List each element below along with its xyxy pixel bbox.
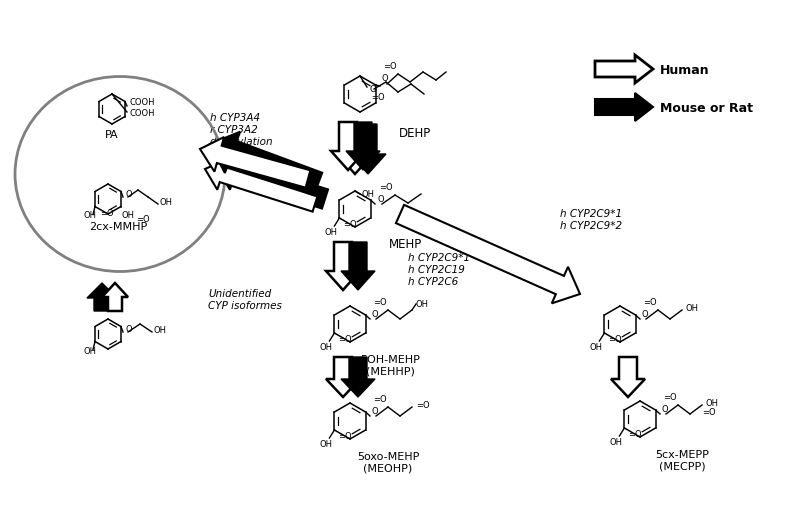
- Text: OH: OH: [416, 299, 429, 308]
- Text: O: O: [382, 74, 389, 83]
- Text: =O: =O: [343, 219, 357, 229]
- Text: =O: =O: [609, 334, 622, 344]
- Text: Mouse or Rat: Mouse or Rat: [660, 101, 753, 115]
- Text: OH: OH: [685, 303, 698, 313]
- Text: OH: OH: [610, 437, 623, 446]
- Text: =O: =O: [338, 431, 352, 440]
- Text: =O: =O: [373, 297, 387, 306]
- Polygon shape: [215, 152, 328, 209]
- Text: h CYP3A4
r CYP3A2
dealkylation: h CYP3A4 r CYP3A2 dealkylation: [210, 113, 273, 146]
- Text: =O: =O: [643, 297, 657, 306]
- Text: O: O: [371, 309, 378, 318]
- Text: DEHP: DEHP: [399, 127, 431, 140]
- Text: =O: =O: [379, 183, 393, 191]
- Text: COOH: COOH: [130, 109, 156, 118]
- Text: OH: OH: [361, 190, 374, 199]
- Text: OH: OH: [121, 211, 135, 219]
- Polygon shape: [102, 284, 128, 312]
- Text: =O: =O: [416, 400, 430, 409]
- Text: O: O: [125, 324, 132, 333]
- Polygon shape: [341, 357, 375, 397]
- Text: OH: OH: [325, 228, 338, 237]
- Text: O: O: [369, 85, 375, 94]
- Text: 5OH-MEHP
(MEHHP): 5OH-MEHP (MEHHP): [360, 354, 420, 376]
- Text: h CYP2C9*1
h CYP2C9*2: h CYP2C9*1 h CYP2C9*2: [560, 209, 622, 231]
- Polygon shape: [87, 284, 117, 312]
- Polygon shape: [210, 132, 322, 196]
- Text: 5oxo-MEHP
(MEOHP): 5oxo-MEHP (MEOHP): [357, 451, 419, 473]
- Text: O: O: [661, 404, 667, 413]
- Polygon shape: [326, 357, 360, 397]
- Text: OH: OH: [320, 439, 333, 448]
- Polygon shape: [595, 56, 653, 84]
- Text: Human: Human: [660, 64, 710, 76]
- Text: MEHP: MEHP: [388, 238, 422, 250]
- Text: =O: =O: [663, 392, 677, 401]
- Text: =O: =O: [629, 429, 642, 438]
- Polygon shape: [341, 242, 375, 291]
- Polygon shape: [337, 125, 373, 175]
- Polygon shape: [205, 160, 318, 212]
- Text: O: O: [371, 406, 378, 415]
- Text: OH: OH: [590, 343, 603, 351]
- Text: OH: OH: [83, 210, 96, 219]
- Text: O: O: [125, 190, 132, 199]
- Text: OH: OH: [154, 325, 167, 334]
- Text: OH: OH: [320, 343, 333, 351]
- Polygon shape: [326, 242, 360, 291]
- Text: OH: OH: [83, 347, 96, 356]
- Polygon shape: [595, 94, 653, 122]
- Text: PA: PA: [105, 130, 119, 140]
- Text: Unidentified
CYP isoformes: Unidentified CYP isoformes: [208, 289, 282, 310]
- Text: OH: OH: [160, 197, 173, 207]
- Polygon shape: [611, 357, 645, 397]
- Text: 5cx-MEPP
(MECPP): 5cx-MEPP (MECPP): [655, 449, 709, 471]
- Polygon shape: [346, 123, 380, 171]
- Text: =O: =O: [371, 93, 385, 102]
- Polygon shape: [331, 123, 365, 171]
- Polygon shape: [200, 138, 310, 188]
- Text: =O: =O: [338, 334, 352, 344]
- Text: O: O: [377, 194, 383, 204]
- Polygon shape: [350, 125, 386, 175]
- Text: =O: =O: [136, 215, 150, 223]
- Text: =O: =O: [373, 394, 387, 403]
- Text: OH: OH: [705, 398, 718, 407]
- Text: COOH: COOH: [130, 98, 156, 107]
- Text: O: O: [641, 309, 648, 318]
- Text: 2cx-MMHP: 2cx-MMHP: [89, 221, 147, 232]
- Polygon shape: [396, 206, 580, 304]
- Text: =O: =O: [702, 407, 715, 416]
- Text: =O: =O: [383, 62, 397, 71]
- Text: h CYP2C9*1
h CYP2C19
h CYP2C6: h CYP2C9*1 h CYP2C19 h CYP2C6: [408, 253, 470, 286]
- Text: =O: =O: [100, 208, 114, 217]
